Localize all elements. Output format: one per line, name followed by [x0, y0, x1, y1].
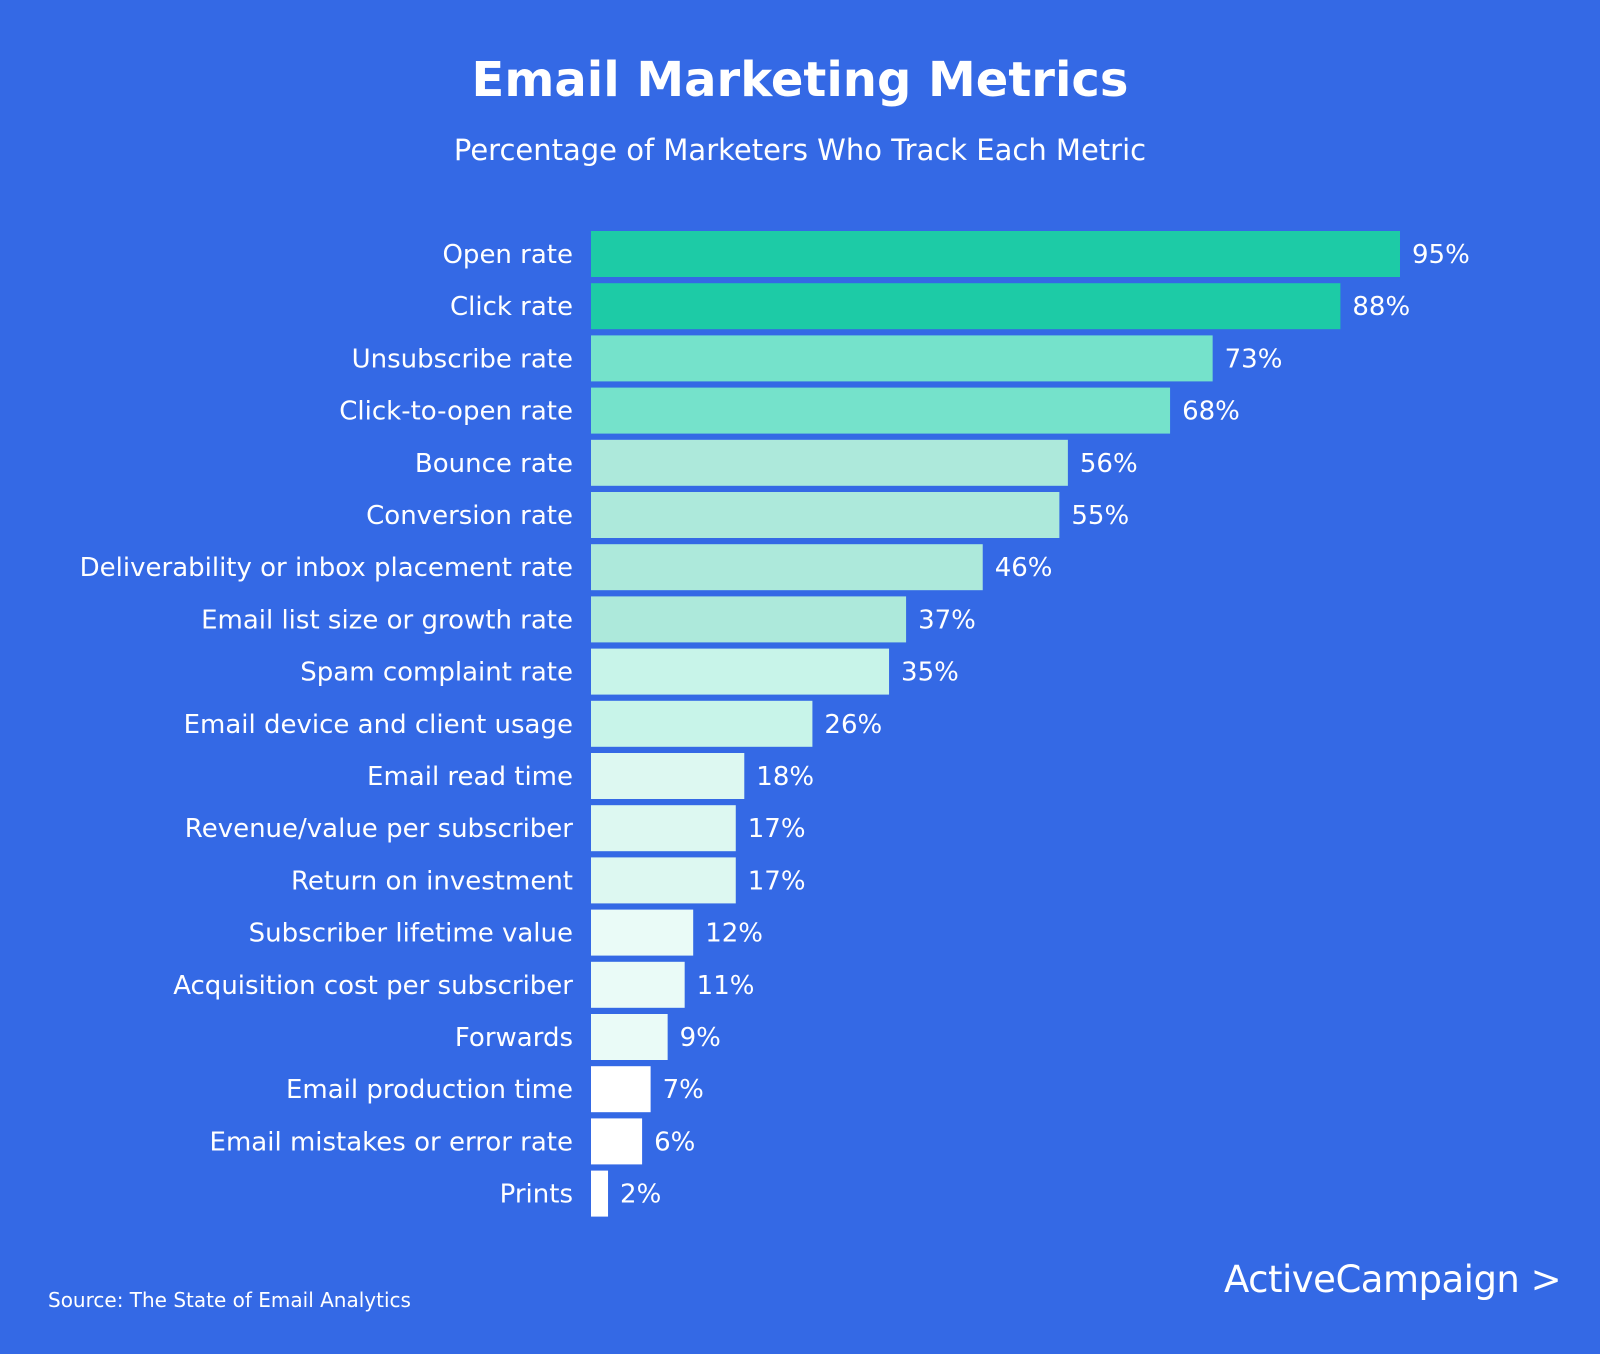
bar [591, 961, 685, 1008]
bar [591, 544, 983, 591]
category-label: Forwards [455, 1023, 573, 1053]
chart-title: Email Marketing Metrics [471, 52, 1129, 108]
category-label: Email mistakes or error rate [210, 1127, 573, 1157]
bar [591, 387, 1171, 434]
data-label: 95% [1412, 240, 1470, 270]
data-label: 2% [620, 1180, 661, 1210]
category-label: Unsubscribe rate [352, 344, 573, 374]
data-label: 46% [995, 553, 1053, 583]
source-note: Source: The State of Email Analytics [48, 1288, 411, 1312]
data-label: 9% [680, 1023, 721, 1053]
bar [591, 439, 1068, 486]
category-label: Revenue/value per subscriber [185, 814, 574, 844]
bar [591, 596, 907, 643]
category-label: Prints [500, 1180, 573, 1210]
category-label: Bounce rate [415, 449, 573, 479]
chart-subtitle: Percentage of Marketers Who Track Each M… [453, 133, 1147, 167]
bar [591, 335, 1213, 382]
logo-text: ActiveCampaign [1224, 1258, 1520, 1301]
data-label: 37% [918, 605, 976, 635]
data-label: 6% [654, 1127, 695, 1157]
category-label: Return on investment [291, 866, 573, 896]
data-label: 12% [705, 919, 763, 949]
bar [591, 753, 745, 799]
data-label: 18% [756, 762, 814, 792]
bar [591, 1066, 651, 1113]
bar [591, 492, 1060, 538]
data-label: 56% [1080, 449, 1138, 479]
data-label: 35% [901, 658, 959, 688]
category-label: Deliverability or inbox placement rate [80, 553, 573, 583]
category-label: Subscriber lifetime value [249, 919, 573, 949]
bar [591, 648, 890, 695]
bar [591, 909, 694, 956]
category-label: Click rate [450, 292, 573, 322]
bar [591, 1170, 609, 1217]
category-label: Spam complaint rate [300, 658, 573, 688]
data-label: 17% [748, 814, 806, 844]
data-label: 68% [1182, 397, 1240, 427]
category-label: Email production time [286, 1075, 573, 1105]
data-label: 55% [1071, 501, 1129, 531]
category-label: Conversion rate [366, 501, 573, 531]
category-label: Click-to-open rate [339, 397, 573, 427]
chevron-right-icon: > [1530, 1258, 1562, 1301]
bar [591, 231, 1400, 277]
category-label: Email read time [367, 762, 573, 792]
bar [591, 805, 736, 852]
data-label: 17% [748, 866, 806, 896]
bar [591, 1014, 668, 1060]
bar [591, 283, 1341, 330]
data-label: 88% [1352, 292, 1410, 322]
bar [591, 700, 813, 747]
bar [591, 857, 736, 904]
data-label: 73% [1225, 344, 1283, 374]
data-label: 7% [663, 1075, 704, 1105]
category-label: Email list size or growth rate [201, 605, 573, 635]
category-label: Acquisition cost per subscriber [173, 971, 573, 1001]
category-label: Email device and client usage [184, 710, 573, 740]
bar [591, 1118, 643, 1165]
bar-chart: Open rate 95% Click rate 88% Unsubscribe rat… [80, 231, 1470, 1217]
activecampaign-logo: ActiveCampaign > [1224, 1258, 1562, 1301]
data-label: 11% [697, 971, 755, 1001]
category-label: Open rate [442, 240, 573, 270]
data-label: 26% [824, 710, 882, 740]
